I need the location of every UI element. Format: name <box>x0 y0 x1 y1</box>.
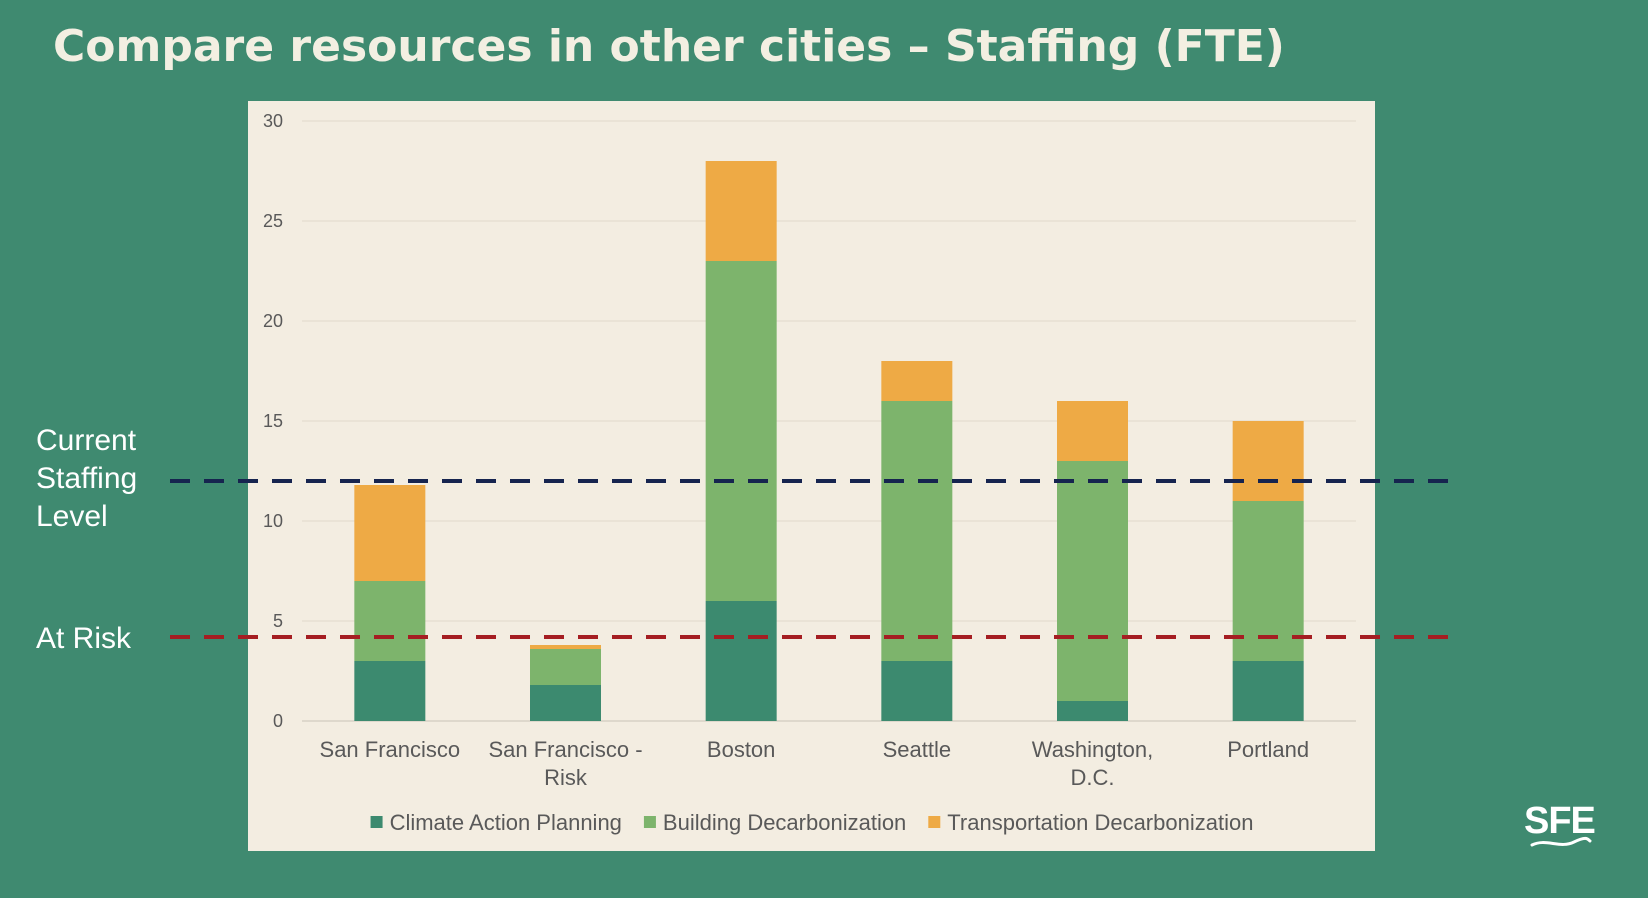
legend-marker <box>643 816 656 828</box>
gridlines <box>302 120 1356 722</box>
y-tick-label: 10 <box>263 511 283 531</box>
bars <box>354 161 1304 721</box>
bar-segment-building-decarbonization <box>1232 501 1304 661</box>
bar-segment-climate-action-planning <box>1057 701 1128 721</box>
current-staffing-label: Current Staffing Level <box>36 424 138 533</box>
x-tick-label: Washington, D.C. <box>1032 737 1153 790</box>
reference-lines <box>170 479 1452 639</box>
wave-icon <box>1530 836 1592 847</box>
x-tick-label: San Francisco -Risk <box>488 737 642 790</box>
bar-segment-climate-action-planning <box>354 661 426 721</box>
y-tick-label: 20 <box>263 311 283 331</box>
x-tick-label: Boston <box>707 737 776 762</box>
bar-segment-building-decarbonization <box>705 261 777 601</box>
chart-panel <box>248 101 1375 851</box>
bar-segment-transportation-decarbonization <box>705 161 777 261</box>
bar-segment-transportation-decarbonization <box>530 645 601 649</box>
x-tick-label: Seattle <box>883 737 952 762</box>
x-tick-label: San Francisco <box>320 737 461 762</box>
bar-segment-climate-action-planning <box>1232 661 1304 721</box>
bar-segment-building-decarbonization <box>530 649 601 685</box>
bar-segment-transportation-decarbonization <box>1057 401 1128 461</box>
y-tick-label: 5 <box>273 611 283 631</box>
bar-segment-transportation-decarbonization <box>1232 421 1304 501</box>
y-tick-label: 25 <box>263 211 283 231</box>
slide-title: Compare resources in other cities – Staf… <box>53 21 1285 72</box>
legend-label: Climate Action Planning <box>390 810 622 835</box>
x-tick-label: Portland <box>1227 737 1309 762</box>
legend-marker <box>928 816 941 828</box>
bar-segment-transportation-decarbonization <box>881 361 953 401</box>
at-risk-label: At Risk <box>36 622 132 655</box>
axis-labels: 0 5 10 15 20 25 30 San Francisco San Francisco -… <box>263 111 1309 790</box>
logo-text: SFE <box>1524 800 1596 842</box>
y-tick-label: 0 <box>273 711 283 731</box>
bar-segment-transportation-decarbonization <box>354 485 426 581</box>
legend: Climate Action Planning Building Decarbon… <box>370 810 1253 835</box>
bar-segment-building-decarbonization <box>1057 461 1128 701</box>
bar-segment-climate-action-planning <box>530 685 601 721</box>
bar-segment-climate-action-planning <box>705 601 777 721</box>
y-tick-label: 15 <box>263 411 283 431</box>
legend-label: Building Decarbonization <box>663 810 906 835</box>
y-tick-label: 30 <box>263 111 283 131</box>
sfe-logo: SFE <box>1524 800 1596 852</box>
bar-segment-building-decarbonization <box>354 581 426 661</box>
legend-label: Transportation Decarbonization <box>947 810 1253 835</box>
bar-segment-climate-action-planning <box>881 661 953 721</box>
bar-segment-building-decarbonization <box>881 401 953 661</box>
legend-marker <box>370 816 383 828</box>
